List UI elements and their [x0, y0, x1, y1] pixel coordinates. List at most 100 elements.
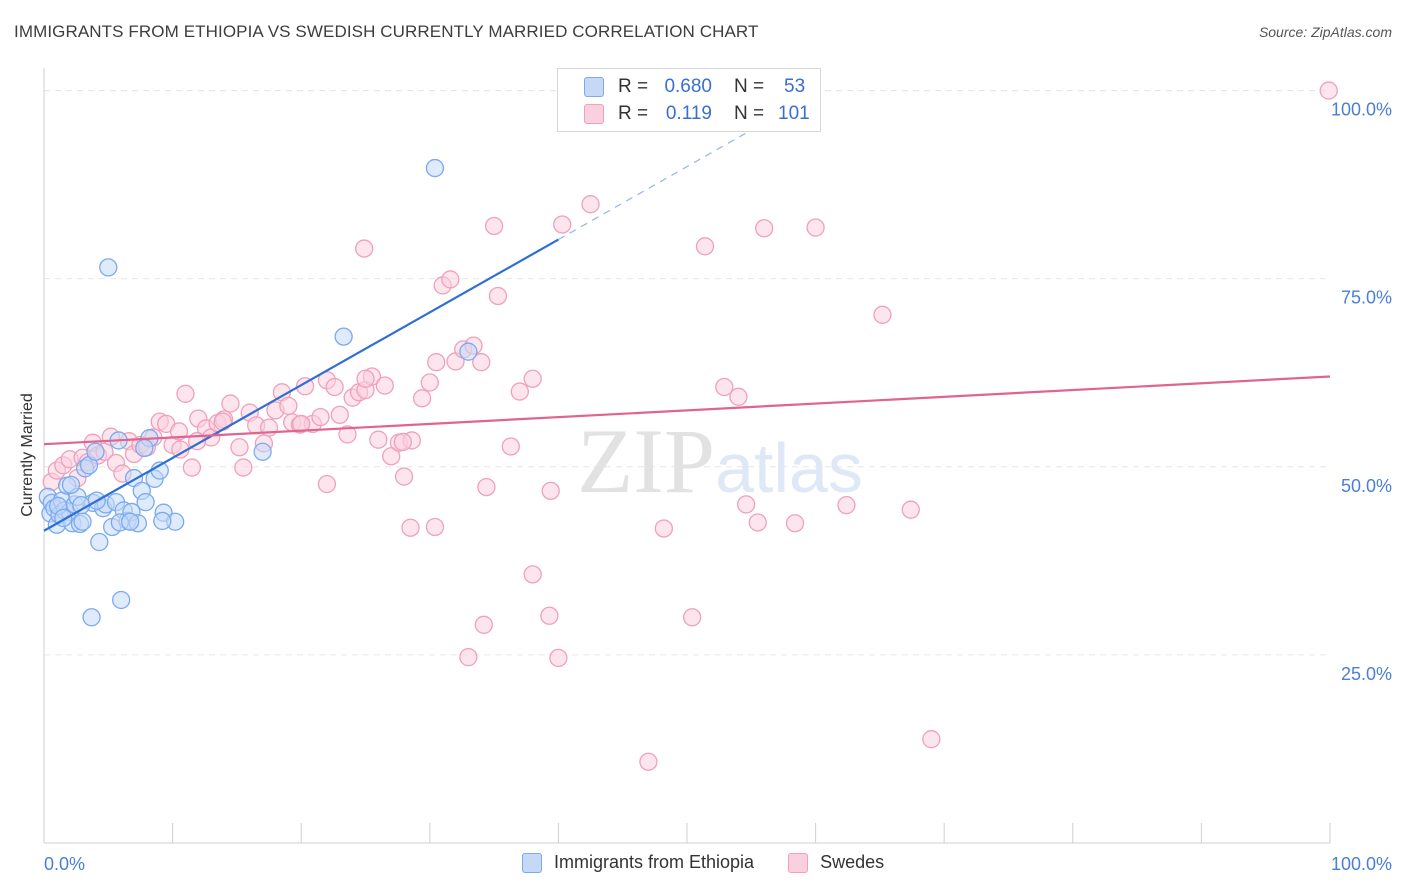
y-axis-label: Currently Married: [19, 393, 36, 517]
legend-r-label: R =: [618, 76, 649, 97]
point-swedes: [541, 481, 560, 501]
point-swedes: [540, 606, 559, 625]
point-swedes: [311, 407, 330, 427]
point-swedes: [488, 286, 508, 306]
point-swedes: [355, 239, 374, 258]
point-swedes: [369, 430, 388, 449]
point-swedes: [873, 305, 892, 324]
point-swedes: [356, 369, 375, 388]
point-swedes: [695, 237, 715, 256]
series-legend-swedes[interactable]: Swedes: [788, 852, 884, 873]
point-swedes: [523, 565, 542, 584]
source-label: Source: ZipAtlas.com: [1258, 24, 1392, 40]
point-ethiopia: [73, 512, 92, 531]
y-tick-label: 25.0%: [1341, 664, 1392, 684]
point-swedes: [472, 353, 491, 372]
legend-n-label: N =: [734, 76, 765, 97]
series-swatch-swedes: [788, 852, 809, 873]
point-swedes: [176, 384, 195, 403]
point-ethiopia: [135, 438, 154, 458]
point-swedes: [459, 648, 478, 667]
point-swedes: [837, 496, 856, 515]
point-swedes: [394, 467, 414, 486]
point-ethiopia: [90, 532, 109, 552]
point-swedes: [425, 517, 445, 537]
point-swedes: [230, 438, 249, 457]
point-swedes: [325, 377, 344, 397]
point-swedes: [474, 615, 493, 634]
watermark: ZIPatlas: [577, 410, 863, 512]
point-swedes: [1319, 81, 1338, 100]
point-swedes: [922, 730, 941, 749]
point-swedes: [182, 458, 202, 477]
legend-r-value: 0.680: [664, 76, 712, 97]
axes: [43, 68, 1331, 844]
series-legend: Immigrants from Ethiopia Swedes: [522, 852, 918, 873]
tick-labels: 25.0% 50.0% 75.0% 100.0% 0.0% 100.0%: [44, 100, 1392, 874]
point-swedes: [715, 377, 734, 397]
point-swedes: [806, 218, 825, 237]
point-ethiopia: [253, 442, 272, 461]
point-swedes: [501, 437, 520, 456]
series-name-swedes: Swedes: [820, 852, 885, 872]
x-tick-label: 100.0%: [1331, 854, 1392, 874]
point-ethiopia: [112, 590, 131, 610]
point-swedes: [292, 414, 311, 434]
point-swedes: [729, 387, 748, 406]
point-swedes: [234, 458, 253, 477]
point-swedes: [737, 495, 756, 514]
point-swedes: [330, 405, 349, 425]
point-swedes: [382, 447, 401, 466]
grid-lines: [44, 90, 1330, 656]
point-ethiopia: [459, 342, 478, 361]
point-swedes: [484, 216, 504, 236]
y-tick-label: 50.0%: [1341, 476, 1392, 496]
point-swedes: [401, 518, 420, 537]
point-ethiopia: [425, 158, 445, 178]
point-ethiopia: [334, 327, 353, 346]
point-swedes: [748, 513, 767, 532]
point-swedes: [654, 519, 674, 538]
trendline-swedes: [43, 375, 1331, 446]
point-ethiopia: [61, 475, 81, 494]
point-swedes: [213, 412, 232, 431]
point-swedes: [412, 389, 432, 408]
legend-swatch-ethiopia: [584, 77, 604, 97]
point-swedes: [510, 382, 529, 401]
point-swedes: [169, 422, 189, 441]
legend-r-label: R =: [618, 103, 649, 124]
legend-r-value: 0.119: [665, 103, 712, 124]
point-swedes: [427, 353, 446, 372]
point-swedes: [420, 373, 439, 392]
point-swedes: [221, 394, 240, 413]
point-swedes: [375, 376, 394, 395]
point-swedes: [279, 396, 298, 415]
point-swedes: [523, 369, 542, 388]
point-swedes: [581, 195, 600, 214]
y-tick-label: 75.0%: [1341, 288, 1392, 308]
point-swedes: [441, 270, 460, 289]
chart-title: IMMIGRANTS FROM ETHIOPIA VS SWEDISH CURR…: [14, 22, 759, 41]
point-swedes: [901, 500, 920, 519]
point-ethiopia: [121, 512, 140, 531]
stats-legend: R = 0.680 N = 53 R = 0.119 N = 101: [557, 68, 821, 132]
point-swedes: [639, 752, 658, 771]
legend-n-value: 53: [784, 76, 806, 97]
point-swedes: [553, 215, 572, 234]
point-ethiopia: [82, 608, 101, 627]
point-swedes: [393, 432, 412, 452]
trend-lines: [43, 93, 1331, 532]
point-swedes: [477, 477, 496, 497]
point-ethiopia: [136, 493, 155, 512]
point-ethiopia: [99, 258, 118, 277]
series-swatch-ethiopia: [522, 852, 542, 873]
trendline-ethiopia: [43, 238, 559, 532]
legend-row-swedes: R = 0.119 N = 101: [584, 102, 810, 126]
point-swedes: [755, 219, 774, 238]
series-legend-ethiopia[interactable]: Immigrants from Ethiopia: [522, 852, 754, 873]
series-name-ethiopia: Immigrants from Ethiopia: [554, 852, 755, 872]
point-swedes: [549, 648, 568, 668]
point-swedes: [317, 474, 337, 494]
legend-n-label: N =: [734, 103, 765, 124]
